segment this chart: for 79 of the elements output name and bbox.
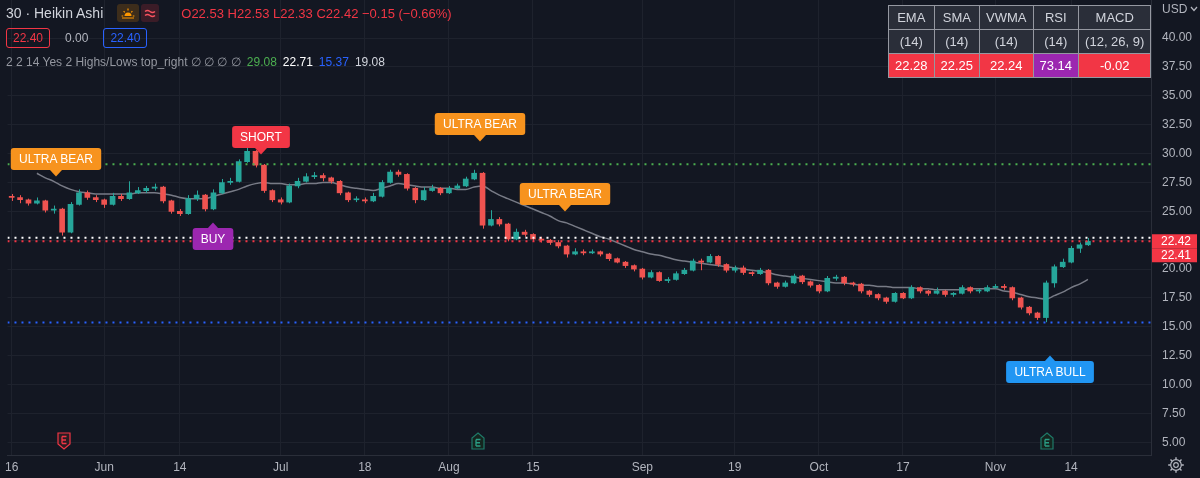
x-tick-label: 19 — [728, 459, 742, 474]
annotation: 0.00 — [64, 30, 90, 47]
annotation: (14) — [934, 29, 980, 54]
x-tick-label: Nov — [984, 459, 1007, 474]
x-tick-label: 14 — [1064, 459, 1079, 474]
text: O22.53 H22.53 L22.33 C22.42 −0.15 (−0.66%) — [181, 5, 452, 21]
annotation: (14) — [888, 29, 935, 54]
x-tick-label: 17 — [896, 459, 910, 474]
x-tick-label: Sep — [631, 459, 654, 474]
x-tick-label: Aug — [438, 459, 460, 474]
y-tick-label: 27.50 — [1162, 174, 1193, 189]
annotation: 2 2 14 Yes 2 Highs/Lows top_right ∅ ∅ ∅ ∅ — [6, 55, 241, 69]
y-tick-label: 25.00 — [1162, 203, 1193, 218]
annotation: 22.71 — [282, 55, 313, 69]
y-tick-label: 15.00 — [1162, 319, 1193, 334]
y-tick-label: 40.00 — [1162, 30, 1193, 45]
candlestick — [1001, 283, 1007, 291]
annotation: ULTRA BEAR — [443, 116, 518, 131]
x-tick-label: Oct — [809, 459, 829, 474]
data-label: 22.28 — [888, 53, 935, 78]
candlestick — [50, 205, 57, 215]
candlestick — [656, 270, 662, 283]
y-tick-label: 32.50 — [1162, 117, 1193, 132]
candlestick — [185, 194, 192, 216]
candlestick — [589, 248, 595, 255]
chart-title: 30 · Heikin Ashi — [6, 5, 104, 21]
annotation: ULTRA BEAR — [528, 186, 603, 201]
y-tick-label: 5.00 — [1162, 434, 1186, 449]
candlestick — [673, 270, 679, 282]
x-tick-label: Jul — [273, 459, 289, 474]
candlestick — [303, 172, 309, 183]
annotation: BUY — [200, 231, 226, 246]
ref-line-label: 22.42 — [1161, 233, 1192, 248]
annotation: (14) — [979, 29, 1034, 54]
data-label: -0.02 — [1078, 53, 1151, 78]
x-tick-label: Jun — [94, 459, 114, 474]
annotation: 15.37 — [318, 55, 349, 69]
category-label: RSI — [1033, 5, 1079, 30]
annotation: 19.08 — [354, 55, 385, 69]
annotation: (12, 26, 9) — [1078, 29, 1151, 54]
category-label: EMA — [888, 5, 935, 30]
candlestick — [8, 193, 15, 202]
text: 22.41 — [1161, 247, 1192, 262]
y-tick-label: 7.50 — [1162, 405, 1186, 420]
annotation: 29.08 — [246, 55, 277, 69]
data-label: 22.24 — [979, 53, 1034, 78]
annotation: ULTRA BULL — [1014, 364, 1086, 379]
annotation: SHORT — [240, 129, 283, 144]
annotation: 22.40 — [103, 28, 148, 48]
candlestick — [235, 158, 242, 183]
annotation: 22.40 — [6, 28, 51, 48]
line-series — [36, 172, 1089, 300]
x-tick-label: 15 — [526, 459, 540, 474]
y-tick-label: 37.50 — [1162, 59, 1193, 74]
annotation: ULTRA BEAR — [19, 151, 94, 166]
y-axis-title: USD — [1162, 2, 1188, 16]
x-tick-label: 14 — [173, 459, 187, 474]
candlestick — [361, 196, 368, 204]
y-tick-label: 12.50 — [1162, 348, 1193, 362]
y-tick-label: 20.00 — [1162, 261, 1193, 276]
candlestick — [958, 284, 965, 295]
candlestick — [488, 209, 494, 227]
y-tick-label: 30.00 — [1162, 145, 1193, 160]
data-label: 73.14 — [1033, 53, 1079, 78]
y-tick-label: 17.50 — [1162, 290, 1193, 305]
y-tick-label: 10.00 — [1162, 376, 1193, 391]
x-tick-label: 18 — [358, 459, 372, 474]
candlestick — [715, 254, 721, 268]
candlestick — [404, 172, 410, 192]
annotation: (14) — [1033, 29, 1079, 54]
candlestick — [227, 177, 234, 186]
candlestick — [832, 274, 839, 282]
x-tick-label: 16 — [4, 459, 19, 474]
category-label: VWMA — [979, 5, 1034, 30]
data-label: 22.25 — [934, 53, 980, 78]
category-label: MACD — [1078, 5, 1151, 30]
y-tick-label: 35.00 — [1162, 88, 1193, 103]
candlestick — [101, 198, 107, 209]
category-label: SMA — [934, 5, 980, 30]
